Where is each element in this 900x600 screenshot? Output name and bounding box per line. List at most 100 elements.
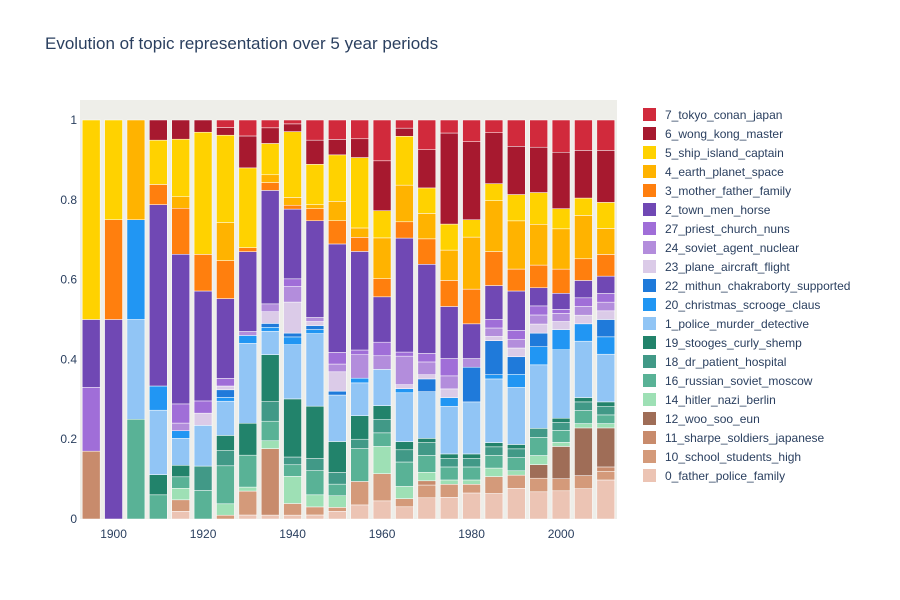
bar-segment[interactable] [372, 405, 392, 420]
bar-segment[interactable] [305, 220, 325, 318]
legend-item[interactable]: 12_woo_soo_eun [640, 409, 895, 428]
bar-segment[interactable] [171, 476, 190, 489]
bar-segment[interactable] [395, 486, 414, 499]
bar-segment[interactable] [328, 472, 347, 485]
bar-segment[interactable] [193, 290, 213, 402]
bar-segment[interactable] [395, 351, 414, 357]
bar-segment[interactable] [260, 448, 280, 516]
bar-segment[interactable] [260, 354, 280, 402]
bar-segment[interactable] [596, 479, 616, 520]
bar-segment[interactable] [350, 119, 369, 140]
bar-segment[interactable] [372, 210, 392, 239]
bar-segment[interactable] [216, 450, 235, 467]
bar-segment[interactable] [462, 484, 481, 494]
bar-segment[interactable] [596, 301, 616, 312]
bar-segment[interactable] [439, 405, 459, 455]
bar-segment[interactable] [574, 314, 593, 325]
bar-segment[interactable] [596, 310, 616, 320]
bar-segment[interactable] [574, 410, 593, 424]
bar-segment[interactable] [149, 409, 168, 475]
bar-segment[interactable] [529, 119, 548, 148]
bar-segment[interactable] [328, 220, 347, 245]
legend-item[interactable]: 5_ship_island_captain [640, 143, 895, 162]
bar-segment[interactable] [395, 498, 414, 508]
bar-segment[interactable] [372, 296, 392, 343]
bar-segment[interactable] [283, 503, 302, 516]
bar-segment[interactable] [350, 481, 369, 506]
bar-segment[interactable] [238, 343, 258, 424]
bar-segment[interactable] [395, 119, 414, 129]
bar-segment[interactable] [350, 237, 369, 252]
bar-segment[interactable] [238, 251, 258, 332]
bar-segment[interactable] [283, 456, 302, 466]
bar-segment[interactable] [238, 247, 258, 252]
bar-segment[interactable] [551, 151, 571, 209]
bar-segment[interactable] [529, 192, 548, 225]
bar-segment[interactable] [216, 465, 235, 505]
bar-segment[interactable] [596, 202, 616, 229]
bar-segment[interactable] [260, 401, 280, 422]
bar-segment[interactable] [283, 131, 302, 198]
bar-segment[interactable] [238, 119, 258, 137]
bar-segment[interactable] [260, 182, 280, 191]
bar-segment[interactable] [507, 146, 526, 195]
bar-segment[interactable] [149, 204, 168, 387]
bar-segment[interactable] [462, 492, 481, 520]
bar-segment[interactable] [260, 514, 280, 520]
bar-segment[interactable] [350, 349, 369, 355]
legend-item[interactable]: 16_russian_soviet_moscow [640, 371, 895, 390]
bar-segment[interactable] [507, 457, 526, 472]
bar-segment[interactable] [574, 150, 593, 199]
bar-segment[interactable] [484, 374, 504, 380]
bar-segment[interactable] [395, 184, 414, 223]
bar-segment[interactable] [350, 448, 369, 482]
bar-segment[interactable] [283, 278, 302, 287]
bar-segment[interactable] [596, 427, 616, 468]
bar-segment[interactable] [193, 425, 213, 467]
bar-segment[interactable] [551, 313, 571, 322]
bar-segment[interactable] [216, 222, 235, 261]
bar-segment[interactable] [507, 444, 526, 450]
bar-segment[interactable] [238, 454, 258, 488]
bar-segment[interactable] [149, 119, 168, 141]
bar-segment[interactable] [439, 388, 459, 398]
bar-segment[interactable] [350, 354, 369, 379]
bar-segment[interactable] [171, 138, 190, 197]
bar-segment[interactable] [305, 333, 325, 407]
bar-segment[interactable] [328, 154, 347, 202]
bar-segment[interactable] [462, 119, 481, 142]
bar-segment[interactable] [283, 398, 302, 458]
bar-segment[interactable] [305, 204, 325, 209]
bar-segment[interactable] [574, 423, 593, 429]
bar-segment[interactable] [328, 507, 347, 512]
bar-segment[interactable] [260, 174, 280, 183]
bar-segment[interactable] [149, 385, 168, 411]
bar-segment[interactable] [283, 464, 302, 477]
bar-segment[interactable] [439, 479, 459, 485]
bar-segment[interactable] [551, 490, 571, 520]
bar-segment[interactable] [283, 301, 302, 334]
bar-segment[interactable] [574, 427, 593, 476]
bar-segment[interactable] [484, 493, 504, 520]
bar-segment[interactable] [417, 119, 437, 150]
bar-segment[interactable] [417, 480, 437, 486]
bar-segment[interactable] [439, 119, 459, 134]
bar-segment[interactable] [305, 317, 325, 322]
legend-item[interactable]: 27_priest_church_nuns [640, 219, 895, 238]
bar-segment[interactable] [484, 119, 504, 133]
bar-segment[interactable] [328, 201, 347, 221]
bar-segment[interactable] [462, 401, 481, 455]
bar-segment[interactable] [305, 494, 325, 508]
bar-segment[interactable] [216, 503, 235, 516]
bar-segment[interactable] [439, 306, 459, 359]
bar-segment[interactable] [507, 330, 526, 340]
bar-segment[interactable] [484, 340, 504, 375]
bar-segment[interactable] [171, 422, 190, 432]
bar-segment[interactable] [126, 219, 146, 320]
bar-segment[interactable] [171, 488, 190, 501]
legend-item[interactable]: 20_christmas_scrooge_claus [640, 295, 895, 314]
bar-segment[interactable] [574, 297, 593, 307]
bar-segment[interactable] [596, 401, 616, 407]
bar-segment[interactable] [596, 466, 616, 472]
bar-segment[interactable] [350, 227, 369, 238]
